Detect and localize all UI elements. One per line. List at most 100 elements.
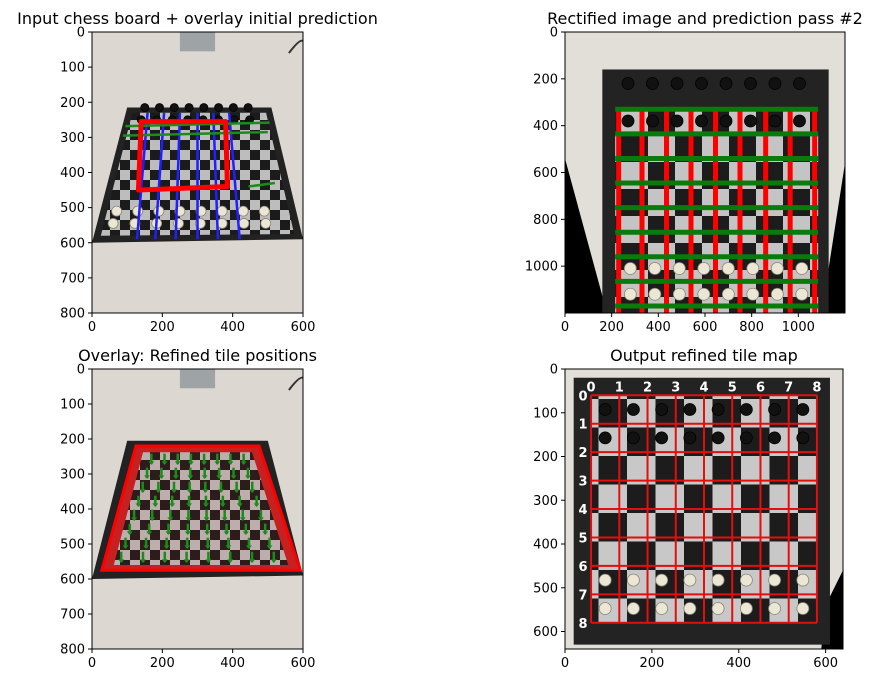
tile-marker-head — [184, 545, 191, 549]
chess-piece — [648, 287, 662, 301]
tile-marker-head — [205, 559, 212, 563]
tile-marker-head — [165, 531, 172, 535]
y-tick-label: 600 — [60, 236, 85, 251]
chess-piece — [237, 205, 249, 217]
chess-piece — [683, 403, 697, 416]
chess-piece — [155, 103, 164, 112]
row-index-label: 4 — [579, 503, 588, 518]
column-index-label: 4 — [699, 380, 708, 395]
chess-piece — [260, 218, 272, 229]
tile-marker-head — [201, 475, 208, 479]
tile-marker-head — [270, 559, 277, 563]
chess-piece — [623, 262, 637, 275]
tile-marker-head — [155, 489, 162, 493]
row-index-label: 5 — [579, 531, 588, 546]
chess-piece — [199, 103, 209, 112]
row-index-label: 0 — [579, 389, 588, 404]
row-index-label: 8 — [579, 617, 588, 632]
y-tick-label: 300 — [60, 131, 85, 146]
tile-marker-head — [122, 545, 129, 549]
chess-piece — [697, 287, 711, 301]
tile-marker-head — [167, 517, 174, 521]
chess-piece — [739, 431, 753, 445]
row-index-label: 7 — [579, 588, 588, 603]
y-tick-label: 500 — [60, 201, 85, 216]
row-index-label: 1 — [579, 418, 588, 433]
chess-piece — [768, 114, 782, 128]
tile-marker-head — [204, 531, 211, 535]
chess-piece — [796, 602, 810, 615]
axes-frame — [564, 368, 844, 650]
tile-marker-head — [146, 531, 153, 535]
tile-marker-head — [186, 503, 193, 507]
y-tick-label: 700 — [60, 271, 85, 286]
warp-corner-right — [821, 163, 845, 313]
predicted-horizontal-line — [248, 181, 276, 188]
tile-marker-head — [161, 461, 168, 465]
y-tick-label: 800 — [533, 213, 558, 228]
tile-marker-head — [187, 461, 194, 465]
cable — [288, 39, 303, 54]
tile-marker-head — [163, 545, 170, 549]
x-tick-label: 600 — [291, 656, 316, 671]
chess-piece — [132, 205, 144, 217]
panel-input-board: Input chess board + overlay initial pred… — [17, 9, 378, 335]
tile-marker-head — [126, 531, 133, 535]
tile-marker-head — [149, 517, 156, 521]
tile-marker-head — [245, 545, 252, 549]
y-tick-label: 800 — [60, 307, 85, 322]
tile-marker-head — [185, 517, 192, 521]
chess-piece — [795, 262, 809, 275]
y-tick-label: 400 — [60, 166, 85, 181]
chess-piece — [184, 103, 194, 112]
chess-piece — [672, 287, 686, 301]
column-index-label: 5 — [728, 380, 737, 395]
chess-piece — [768, 602, 781, 615]
y-tick-label: 500 — [60, 538, 85, 553]
chess-piece — [214, 103, 224, 112]
chess-piece — [739, 573, 753, 587]
initial-quad — [135, 119, 230, 193]
tile-marker-head — [217, 489, 224, 493]
tile-marker-head — [266, 545, 273, 549]
chess-piece — [670, 114, 684, 128]
tile-marker-head — [262, 531, 269, 535]
x-tick-label: 600 — [693, 320, 718, 335]
tile-marker-head — [223, 531, 230, 535]
board-outline — [99, 444, 303, 572]
chess-piece — [672, 262, 686, 275]
column-index-label: 1 — [615, 380, 624, 395]
chess-piece — [627, 403, 640, 416]
tile-marker-head — [169, 503, 176, 507]
chess-piece — [243, 103, 253, 112]
predicted-horizontal-line — [122, 130, 268, 137]
warp-corner-left — [565, 158, 607, 313]
chess-piece — [683, 431, 697, 445]
chess-piece — [627, 602, 640, 615]
y-tick-label: 800 — [60, 643, 85, 658]
tile-marker-head — [171, 489, 178, 493]
chess-piece — [598, 602, 612, 615]
y-tick-label: 300 — [533, 494, 558, 509]
y-tick-label: 700 — [60, 608, 85, 623]
y-tick-label: 0 — [550, 26, 558, 41]
tile-marker-head — [242, 531, 249, 535]
x-tick-label: 0 — [561, 320, 569, 335]
chess-piece — [744, 77, 757, 90]
tile-marker-head — [184, 531, 191, 535]
y-tick-label: 200 — [533, 450, 558, 465]
chart-title: Input chess board + overlay initial pred… — [17, 9, 378, 28]
chess-piece — [627, 573, 640, 587]
y-tick-label: 300 — [60, 468, 85, 483]
tile-marker-head — [236, 503, 243, 507]
chess-piece — [598, 431, 612, 445]
chess-piece — [598, 573, 612, 587]
chess-piece — [216, 205, 228, 217]
y-tick-label: 0 — [550, 363, 558, 378]
tile-marker-head — [202, 503, 209, 507]
tile-marker-head — [161, 559, 168, 563]
y-tick-label: 600 — [60, 573, 85, 588]
x-tick-label: 600 — [291, 320, 316, 335]
